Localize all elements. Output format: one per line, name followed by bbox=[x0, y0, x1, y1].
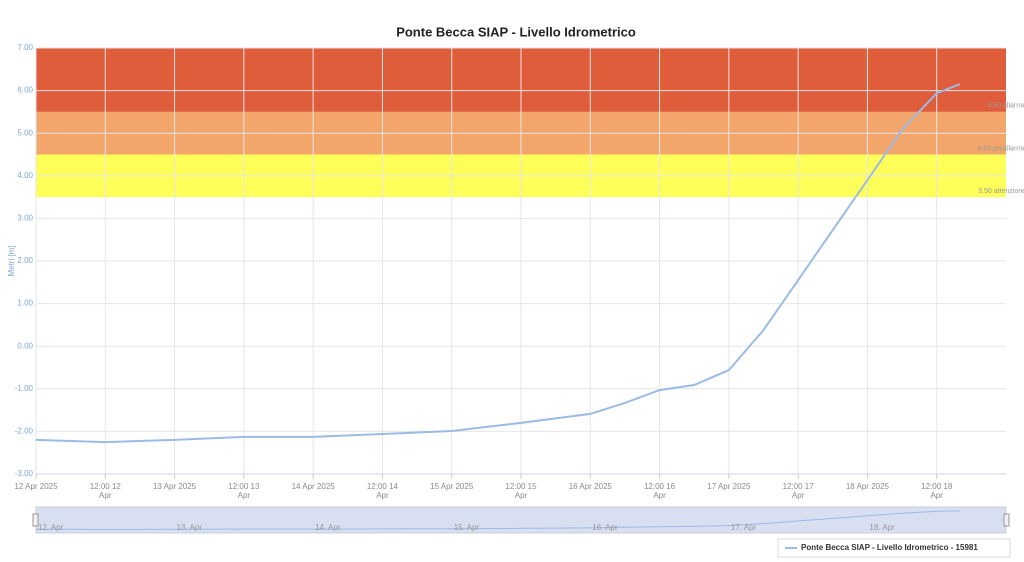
x-tick-label: 18 Apr 2025 bbox=[845, 482, 889, 491]
navigator-label: 14. Apr bbox=[315, 523, 341, 532]
x-tick-label: 16 Apr 2025 bbox=[568, 482, 612, 491]
chart-title: Ponte Becca SIAP - Livello Idrometrico bbox=[396, 24, 636, 39]
x-tick-label: 12:00 14 Apr bbox=[366, 482, 398, 500]
y-tick-label: 4.00 bbox=[17, 171, 33, 180]
band-label: 3.50 attenzione bbox=[978, 188, 1024, 195]
y-tick-label: -3.00 bbox=[15, 469, 34, 478]
navigator-handle bbox=[32, 513, 39, 527]
band-label: 5.50 allarme bbox=[987, 103, 1024, 110]
y-tick-label: 6.00 bbox=[17, 86, 33, 95]
x-tick-label: 15 Apr 2025 bbox=[430, 482, 474, 491]
band-label: 4.50 preallarme bbox=[977, 145, 1024, 152]
navigator-label: 18. Apr bbox=[869, 523, 895, 532]
y-tick-label: 7.00 bbox=[17, 43, 33, 52]
x-tick-label: 17 Apr 2025 bbox=[707, 482, 751, 491]
y-tick-label: -2.00 bbox=[15, 427, 34, 436]
x-tick-label: 12:00 12 Apr bbox=[89, 482, 121, 500]
navigator-label: 17. Apr bbox=[731, 523, 757, 532]
navigator-label: 16. Apr bbox=[592, 523, 618, 532]
y-tick-label: 2.00 bbox=[17, 256, 33, 265]
series-line bbox=[35, 83, 961, 444]
y-tick-label: 1.00 bbox=[17, 299, 33, 308]
x-tick-label: 12:00 13 Apr bbox=[228, 482, 260, 500]
x-tick-label: 12:00 18 Apr bbox=[921, 482, 953, 500]
x-tick-label: 12:00 17 Apr bbox=[782, 482, 814, 500]
y-tick-label: 0.00 bbox=[17, 341, 33, 350]
y-tick-label: -1.00 bbox=[15, 384, 34, 393]
navigator-label: 15. Apr bbox=[454, 523, 480, 532]
x-tick-label: 12:00 16 Apr bbox=[643, 482, 676, 500]
y-tick-label: 3.00 bbox=[17, 214, 33, 223]
x-tick-label: 13 Apr 2025 bbox=[152, 482, 197, 491]
x-tick-label: 14 Apr 2025 bbox=[291, 482, 335, 491]
x-tick-label: 12:00 15 Apr bbox=[505, 482, 537, 500]
y-tick-label: 5.00 bbox=[17, 128, 33, 137]
navigator-label: 13. Apr bbox=[177, 523, 203, 532]
legend-label: Ponte Becca SIAP - Livello Idrometrico -… bbox=[801, 543, 978, 552]
navigator-line bbox=[35, 510, 960, 530]
y-axis-title: Metri [m] bbox=[7, 245, 16, 276]
navigator-handle bbox=[1003, 513, 1010, 527]
navigator-label: 12. Apr bbox=[38, 523, 64, 532]
x-tick-label: 12 Apr 2025 bbox=[14, 482, 58, 491]
legend-box bbox=[777, 538, 1011, 558]
